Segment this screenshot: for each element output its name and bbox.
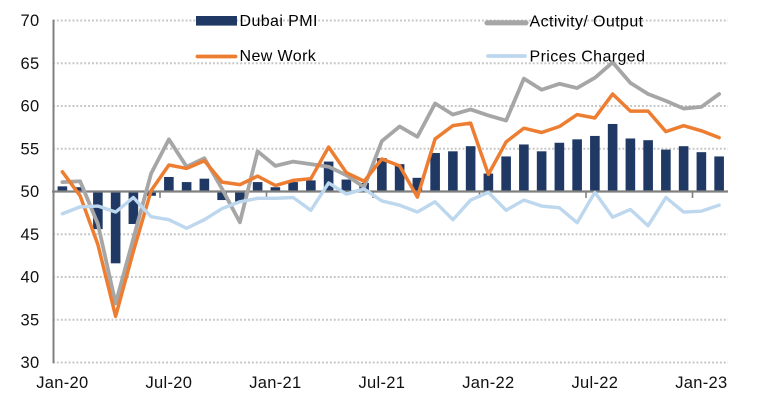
svg-text:40: 40 (21, 269, 40, 287)
svg-text:Prices Charged: Prices Charged (530, 49, 646, 66)
svg-text:50: 50 (21, 183, 40, 201)
svg-text:45: 45 (21, 226, 40, 244)
svg-text:Jan-21: Jan-21 (249, 374, 301, 392)
svg-text:Jul-22: Jul-22 (572, 374, 619, 392)
svg-text:Activity/ Output: Activity/ Output (530, 13, 644, 30)
svg-text:Jul-21: Jul-21 (359, 374, 406, 392)
svg-text:55: 55 (21, 140, 40, 158)
svg-text:Jan-22: Jan-22 (462, 374, 514, 392)
svg-text:70: 70 (21, 12, 40, 30)
svg-text:Jul-20: Jul-20 (146, 374, 193, 392)
svg-text:60: 60 (21, 98, 40, 116)
svg-text:35: 35 (21, 311, 40, 329)
svg-text:New Work: New Work (240, 48, 317, 65)
svg-text:Dubai PMI: Dubai PMI (240, 13, 318, 30)
svg-text:65: 65 (21, 55, 40, 73)
svg-text:Jan-20: Jan-20 (36, 374, 88, 392)
svg-text:30: 30 (21, 354, 40, 372)
svg-text:Jan-23: Jan-23 (675, 374, 727, 392)
